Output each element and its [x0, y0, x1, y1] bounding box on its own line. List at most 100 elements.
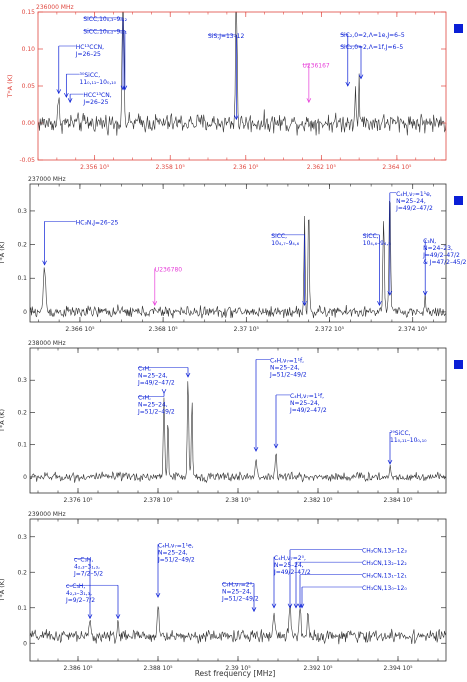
arrow-head	[122, 85, 128, 91]
annotation-label: HCC¹³CN, J=26–25	[82, 92, 111, 106]
line-annotation: C₄H,ν₇=1¹f, N=25–24, J=49/2–47/2	[273, 393, 327, 449]
arrow-head	[120, 85, 126, 91]
line-annotation: C₄H,ν₇=1¹e, N=25–24, J=49/2–47/2	[387, 191, 433, 296]
x-tick-label: 2.386 10⁵	[63, 665, 93, 672]
spectrum-trace	[29, 200, 447, 319]
line-annotation: SiC₂,0=2,Λ=1f,J=6–5	[340, 44, 403, 80]
line-annotation: C₄H,ν₇=2⁰, N=25–24, J=51/2–49/2	[221, 581, 259, 613]
x-tick-label: 2.366 10⁵	[65, 326, 95, 333]
arrow-head	[287, 603, 293, 609]
line-annotation: SiCC,10₈,₂–9₈,₁	[83, 28, 128, 91]
annotation-label: CH₃CN,13₀–12₀	[362, 585, 407, 592]
y-tick-label: 0	[23, 640, 27, 647]
line-annotation: C₃N, N=24–23, J=49/2–47/2 & J=47/2–45/2	[422, 238, 467, 296]
annotation-label: CH₃CN,13₂–12₂	[362, 560, 407, 567]
x-tick-label: 2.374 10⁵	[398, 326, 428, 333]
line-annotation: SiC₂,0=2,Λ=1e,J=6–5	[340, 32, 405, 87]
y-tick-label: 0.1	[17, 605, 27, 612]
arrow-head	[387, 290, 393, 296]
panel-marker-square	[454, 360, 463, 369]
y-tick-label: 0	[23, 474, 27, 481]
y-tick-label: 0.1	[17, 275, 27, 282]
line-annotation: CH₃CN,13₀–12₀	[299, 585, 407, 609]
arrow-head	[234, 115, 239, 121]
annotation-label: C₄H,ν₇=2⁰, N=25–24, J=51/2–49/2	[221, 581, 259, 602]
y-tick-label: -0.05	[19, 157, 35, 164]
annotation-label: SiCC, 10₄,₆–9₄,₅	[363, 233, 391, 247]
arrow-head	[115, 614, 121, 620]
y-tick-label: 0	[23, 309, 27, 316]
arrow-head	[377, 301, 382, 306]
arrow-head	[67, 98, 73, 104]
panel-marker-square	[454, 196, 463, 205]
spectrum-trace	[29, 381, 447, 484]
arrow-head	[185, 372, 191, 378]
x-tick-label: 2.378 10⁵	[143, 497, 173, 504]
annotation-label: C₄H, N=25–24, J=51/2–49/2	[137, 395, 175, 416]
x-tick-label: 2.372 10⁵	[315, 326, 345, 333]
arrow-head	[297, 603, 303, 609]
line-annotation: SiCC, 10₄,₆–9₄,₅	[362, 233, 391, 306]
x-tick-label: 2.364 10⁵	[382, 164, 412, 171]
line-annotation: CH₃CN,13₃–12₃	[287, 548, 407, 609]
annotation-label: ³⁰SiCC, 11₀,₁₁–10₀,₁₀	[80, 72, 117, 86]
line-annotation: C₄H,ν₇=1¹f, N=25–24, J=51/2–49/2	[253, 358, 307, 452]
annotation-label: SiCC,10₈,₃–9₈,₂	[83, 16, 127, 23]
x-tick-label: 2.368 10⁵	[149, 326, 179, 333]
arrow-head	[387, 459, 393, 465]
x-tick-label: 2.394 10⁵	[383, 665, 413, 672]
line-annotation: C₄H, N=25–24, J=51/2–49/2	[137, 388, 175, 416]
annotation-label: SiCC, 10₄,₇–9₄,₆	[271, 233, 299, 247]
line-annotation: ²⁹SiCC, 11₀,₁₁–10₀,₁₀	[387, 430, 427, 465]
panel-marker-square	[454, 24, 463, 33]
line-annotation: C₄H,ν₇=2⁰, N=25–24, J=49/2–47/2	[271, 555, 311, 609]
annotation-label: SiC₂,0=2,Λ=1e,J=6–5	[340, 32, 405, 39]
y-tick-label: 0.3	[17, 534, 27, 541]
y-axis-label: T*A (K)	[0, 578, 6, 602]
arrow-head	[152, 301, 158, 306]
y-axis-label: T*A (K)	[6, 74, 14, 98]
panel-header: 236000 MHz	[36, 4, 74, 11]
x-tick-label: 2.38 10⁵	[225, 497, 251, 504]
annotation-label: U236167	[302, 63, 329, 70]
annotation-label: HC¹³CCN, J=26–25	[75, 44, 104, 58]
arrow-head	[155, 592, 161, 598]
line-annotation: HC₃N,J=26–25	[42, 219, 119, 266]
x-tick-label: 2.358 10⁵	[156, 164, 186, 171]
x-tick-label: 2.376 10⁵	[63, 497, 93, 504]
panel-2: 237000 MHz T*A (K) 2.366 10⁵ 2.368 10⁵ 2.37 …	[0, 176, 467, 333]
annotation-label: c–C₃H, 4₂,₃–3₁,₃, J=9/2–7/2	[65, 583, 95, 604]
plot-frame	[29, 183, 447, 323]
line-annotation: CH₃CN,13₁–12₁	[297, 573, 407, 609]
arrow-head	[161, 388, 167, 394]
arrow-head	[358, 74, 364, 80]
annotation-label: SiC₂,0=2,Λ=1f,J=6–5	[340, 44, 403, 51]
spectrum-trace	[29, 605, 447, 645]
line-annotation: HCC¹³CN, J=26–25	[67, 92, 112, 106]
x-tick-label: 2.384 10⁵	[383, 497, 413, 504]
annotation-label: C₃N, N=24–23, J=49/2–47/2 & J=47/2–45/2	[422, 238, 467, 266]
line-annotation: SiCC,10₈,₃–9₈,₂	[83, 16, 128, 91]
arrow-head	[293, 603, 299, 609]
arrow-head	[87, 614, 93, 620]
annotation-label: C₄H,ν₇=1¹f, N=25–24, J=49/2–47/2	[289, 393, 327, 414]
line-annotation: SiCC, 10₄,₇–9₄,₆	[271, 233, 307, 306]
y-tick-label: 0.2	[17, 409, 27, 416]
annotation-label: HC₃N,J=26–25	[76, 219, 119, 226]
panel-header: 239000 MHz	[28, 511, 66, 518]
annotation-label: C₄H,ν₇=1¹e, N=25–24, J=51/2–49/2	[157, 542, 195, 563]
arrow-head	[56, 89, 62, 95]
panel-4: 239000 MHz T*A (K) 2.386 10⁵ 2.388 10⁵ 2.39 …	[0, 511, 447, 672]
annotation-label: CH₃CN,13₁–12₁	[362, 573, 407, 580]
panel-header: 237000 MHz	[28, 176, 66, 183]
y-tick-label: 0.3	[17, 208, 27, 215]
x-tick-label: 2.356 10⁵	[80, 164, 110, 171]
x-tick-label: 2.392 10⁵	[303, 665, 333, 672]
y-tick-label: 0.10	[22, 46, 36, 53]
annotation-label: C₄H,ν₇=1¹f, N=25–24, J=51/2–49/2	[269, 358, 307, 379]
panel-3: 238000 MHz T*A (K) 2.376 10⁵ 2.378 10⁵ 2.38 …	[0, 340, 463, 504]
x-axis-label: Rest frequency [MHz]	[195, 669, 276, 678]
x-tick-label: 2.37 10⁵	[234, 326, 260, 333]
plot-frame	[29, 518, 447, 662]
